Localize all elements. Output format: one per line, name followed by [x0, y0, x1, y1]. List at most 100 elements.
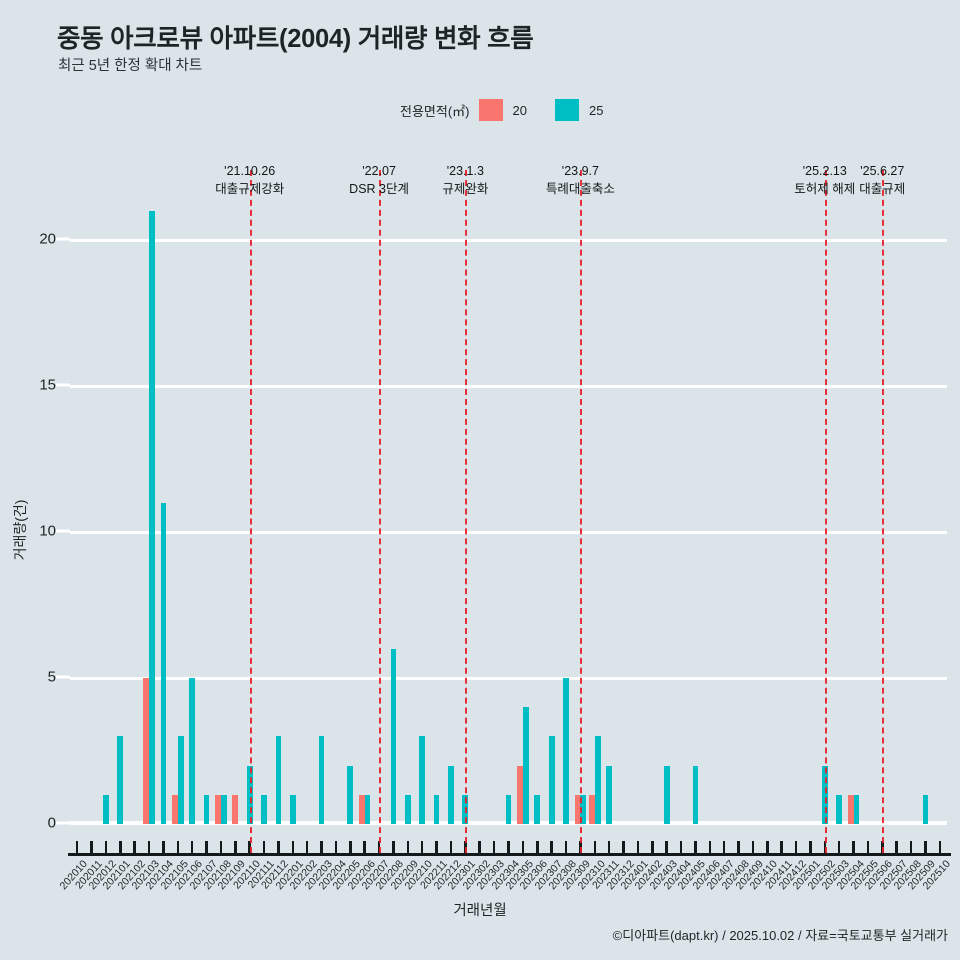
x-tick-mark [176, 841, 180, 854]
x-tick-mark [205, 841, 208, 854]
plot-area [70, 200, 947, 825]
bar-25 [149, 210, 155, 824]
x-tick-mark [622, 841, 625, 854]
event-label: '22.07 DSR 3단계 [349, 162, 409, 198]
x-tick-mark [722, 841, 726, 854]
bar-20 [574, 794, 581, 824]
x-tick-mark [363, 841, 366, 854]
event-date: '22.07 [362, 164, 396, 178]
y-tick-label: 5 [47, 668, 56, 686]
event-date: '25.6.27 [860, 164, 905, 178]
y-tick-label: 10 [39, 522, 56, 540]
bar-25 [606, 765, 612, 824]
event-line [249, 170, 252, 853]
legend-label-20: 20 [512, 102, 527, 118]
bar-25 [364, 794, 371, 824]
x-tick-mark [234, 841, 237, 854]
x-tick-mark [435, 841, 438, 854]
legend-swatch-20 [478, 99, 503, 121]
bar-20 [358, 794, 365, 824]
x-tick-mark [507, 841, 510, 854]
x-tick-mark [938, 841, 942, 854]
x-tick-mark [262, 841, 266, 854]
event-line [824, 170, 827, 853]
x-tick-mark [521, 841, 525, 854]
y-tick-label: 15 [39, 376, 56, 394]
x-tick-mark [90, 841, 93, 854]
x-tick-mark [133, 841, 136, 854]
bar-25 [404, 794, 411, 824]
x-tick-mark [794, 841, 798, 854]
x-tick-mark [162, 841, 165, 854]
bar-25 [853, 794, 860, 824]
event-line [465, 170, 468, 853]
bar-25 [836, 794, 843, 824]
bar-25 [433, 794, 440, 824]
gridline [70, 677, 947, 680]
bar-25 [275, 736, 282, 824]
bar-25 [580, 794, 587, 824]
gridline [70, 531, 947, 534]
bar-25 [663, 765, 670, 824]
event-date: '23.1.3 [446, 164, 484, 178]
x-tick-mark [665, 841, 668, 854]
x-tick-mark [607, 841, 611, 854]
bar-25 [177, 736, 184, 824]
x-tick-mark [737, 841, 740, 854]
legend: 전용면적(㎡) 20 25 [400, 99, 603, 121]
event-line [882, 170, 885, 853]
bar-20 [232, 794, 239, 824]
bar-25 [160, 502, 167, 824]
page-subtitle: 최근 5년 한정 확대 차트 [58, 58, 203, 74]
x-tick-mark [320, 841, 323, 854]
x-tick-mark [291, 841, 295, 854]
x-tick-mark [449, 841, 453, 854]
x-tick-mark [219, 841, 223, 854]
event-text: DSR 3단계 [349, 182, 410, 196]
x-tick-mark [694, 841, 697, 854]
x-tick-mark [651, 841, 654, 854]
x-tick-mark [305, 841, 309, 854]
y-tick-mark [56, 383, 70, 387]
x-tick-mark [636, 841, 640, 854]
x-tick-mark [478, 841, 481, 854]
bar-20 [589, 794, 595, 824]
x-tick-mark [708, 841, 712, 854]
event-label: '21.10.26 대출규제강화 [215, 162, 284, 198]
x-tick-mark [334, 841, 338, 854]
bar-20 [143, 678, 150, 824]
bar-25 [289, 794, 296, 824]
x-tick-mark [104, 841, 108, 854]
x-tick-mark [147, 841, 151, 854]
event-date: '23.9.7 [561, 164, 599, 178]
footer-credit: ©디아파트(dapt.kr) / 2025.10.02 / 자료=국토교통부 실… [612, 928, 948, 943]
event-text: 대출규제 [859, 182, 906, 196]
y-tick-label: 0 [47, 814, 56, 832]
y-tick-mark [56, 821, 70, 825]
gridline [70, 239, 947, 242]
bar-25 [117, 736, 124, 824]
bar-25 [563, 678, 569, 824]
x-tick-mark [564, 841, 568, 854]
event-text: 대출규제강화 [215, 182, 285, 196]
event-text: 규제완화 [442, 182, 489, 196]
event-text: 토허제 해제 [794, 182, 856, 196]
x-tick-mark [924, 841, 927, 854]
x-tick-mark [392, 841, 395, 854]
y-tick-label: 20 [39, 230, 56, 248]
bar-25 [448, 765, 454, 824]
x-tick-mark [492, 841, 496, 854]
bar-25 [220, 794, 227, 824]
x-tick-mark [550, 841, 553, 854]
x-tick-mark [766, 841, 769, 854]
bar-25 [103, 794, 109, 824]
legend-swatch-25 [554, 99, 579, 121]
x-tick-mark [751, 841, 755, 854]
bar-20 [172, 794, 178, 824]
bar-25 [203, 794, 210, 824]
bar-25 [594, 736, 601, 824]
x-axis-line [68, 853, 951, 856]
x-tick-mark [349, 841, 352, 854]
x-tick-mark [406, 841, 410, 854]
x-tick-mark [852, 841, 855, 854]
